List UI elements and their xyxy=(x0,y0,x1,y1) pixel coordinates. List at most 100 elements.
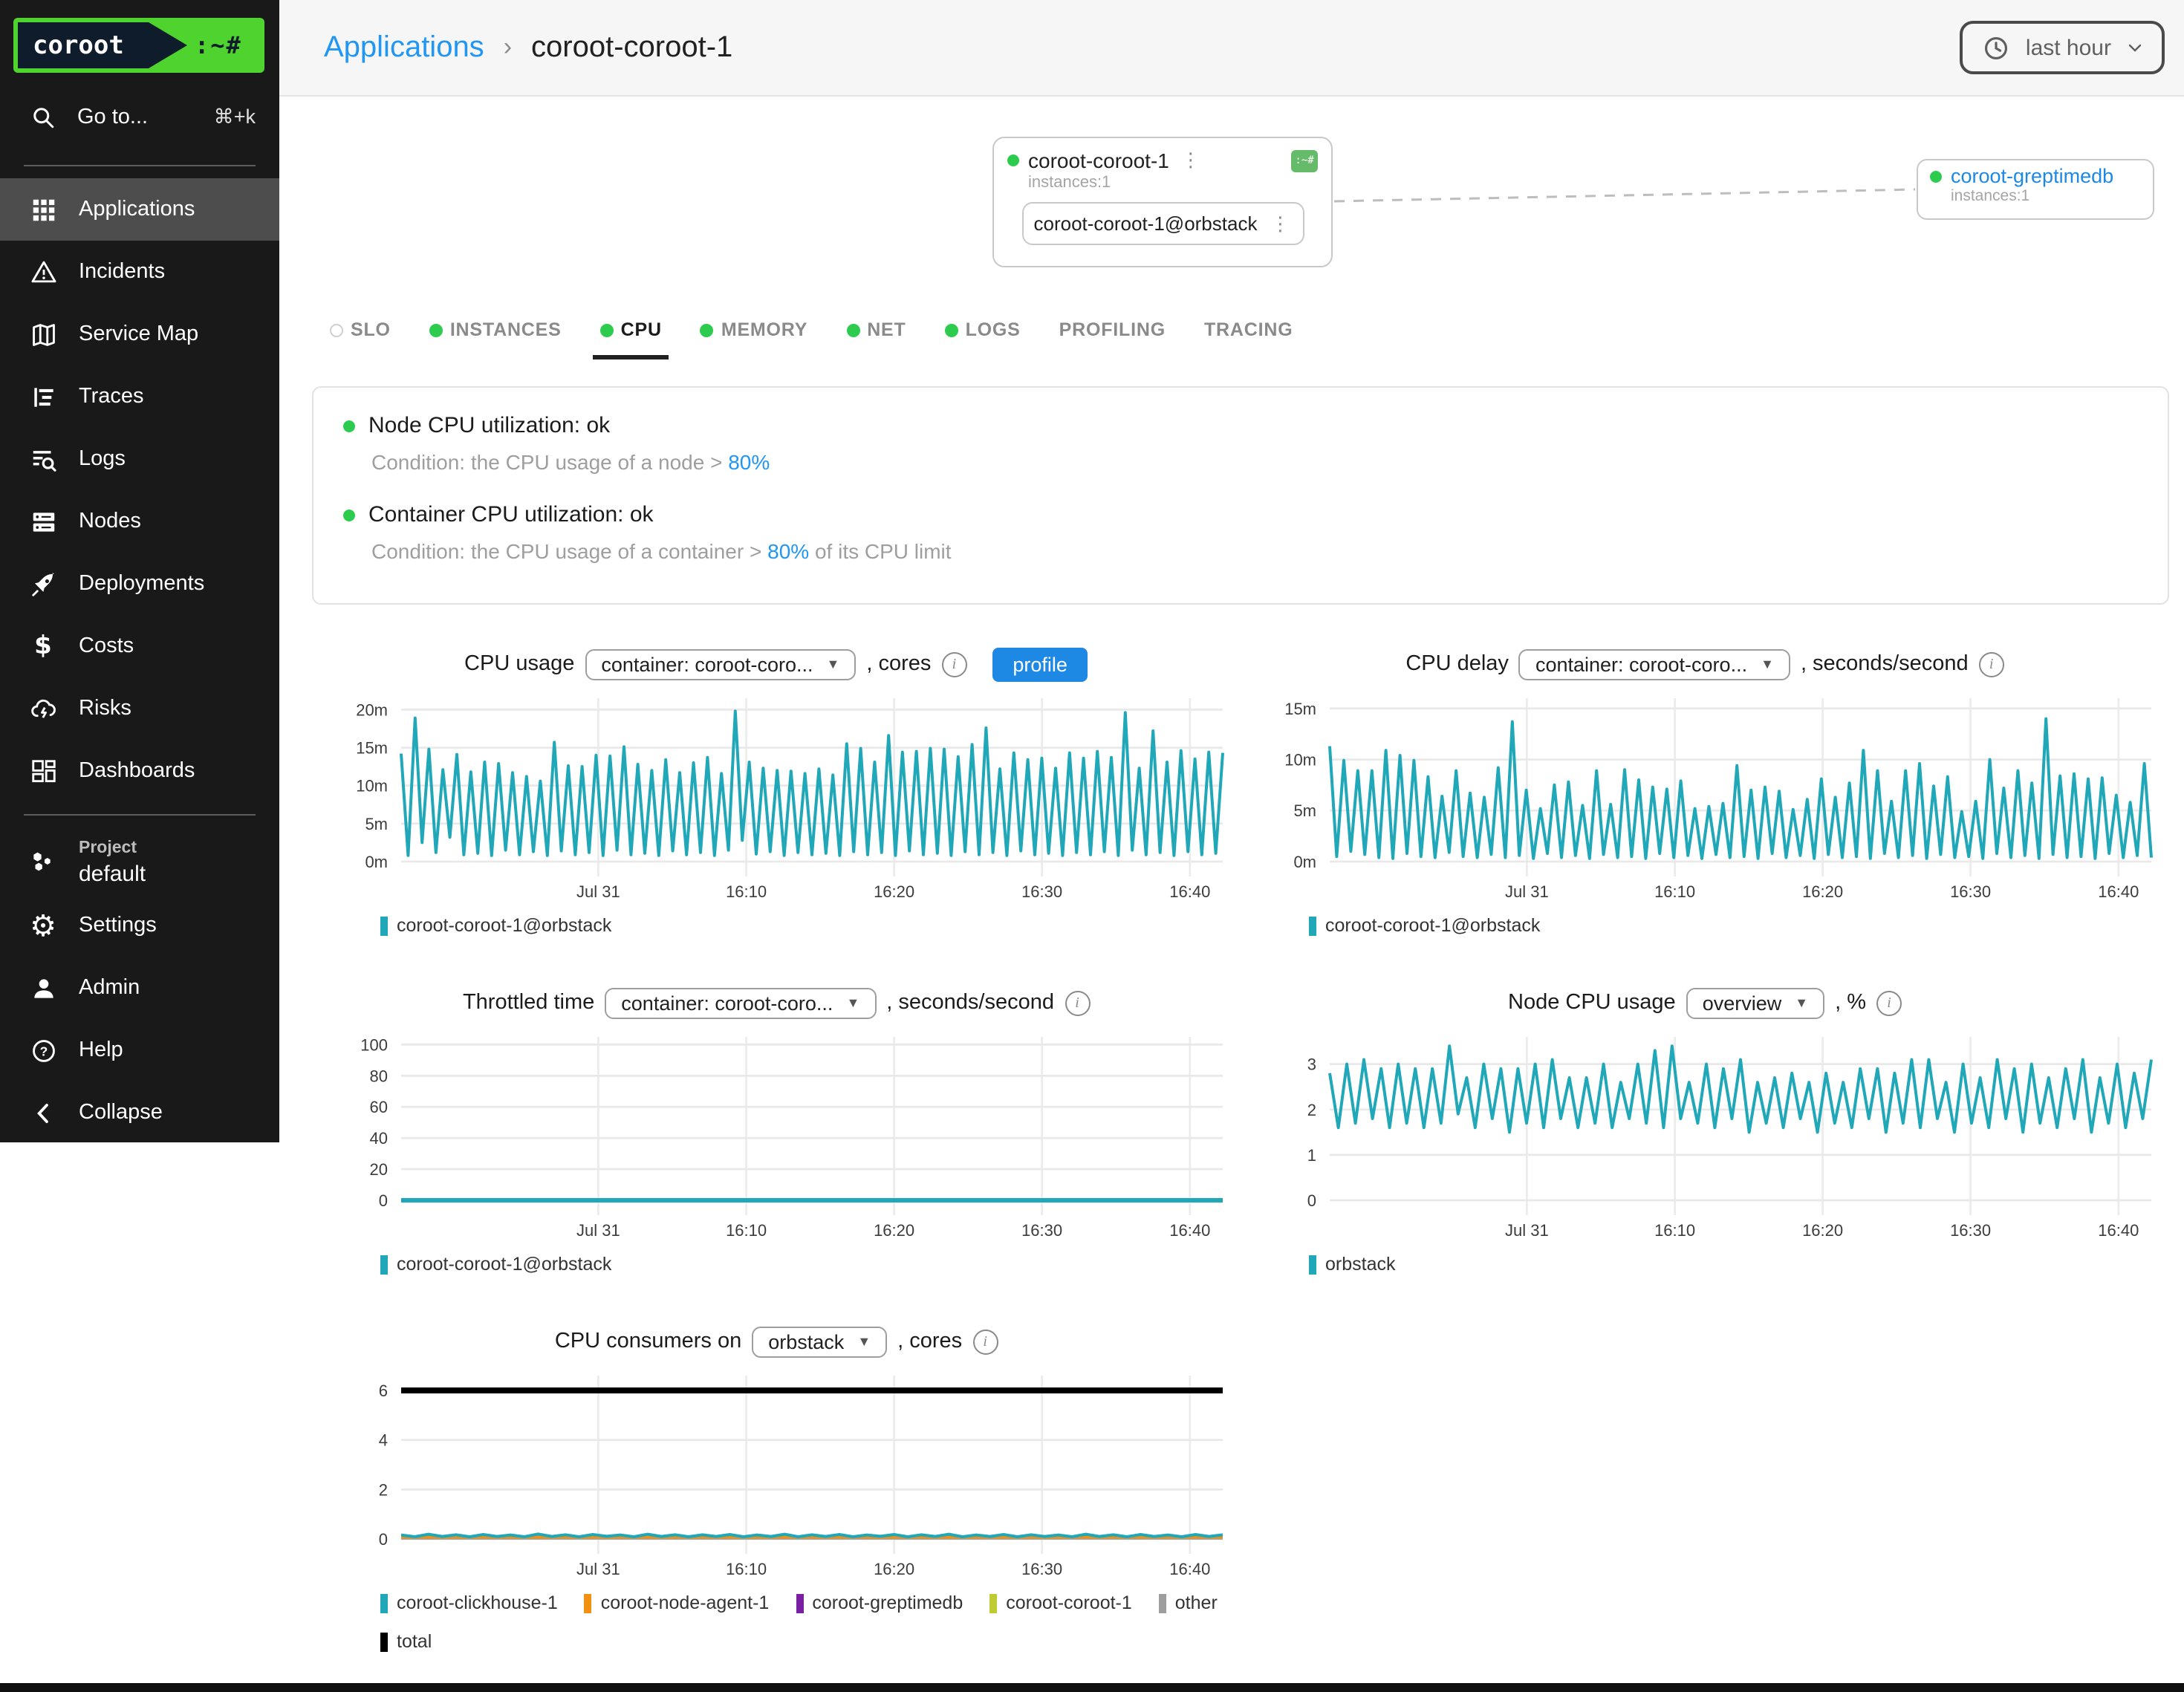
sidebar-item-service-map[interactable]: Service Map xyxy=(0,303,279,365)
tab-slo[interactable]: SLO xyxy=(330,319,391,359)
sidebar-item-label: Applications xyxy=(79,198,195,221)
project-switcher[interactable]: Project default xyxy=(0,827,279,895)
svg-text:16:40: 16:40 xyxy=(1169,882,1210,901)
goto-search[interactable]: Go to... ⌘+k xyxy=(0,73,279,153)
time-range-picker[interactable]: last hour xyxy=(1960,21,2165,74)
chart-plot-cpu-consumers[interactable]: Jul 31 16:10 16:20 16:30 16:40 0 2 4 6 xyxy=(312,1364,1241,1587)
tab-logs[interactable]: LOGS xyxy=(944,319,1021,359)
sidebar-item-admin[interactable]: Admin xyxy=(0,957,279,1020)
sidebar-item-settings[interactable]: ⚙ Settings xyxy=(0,895,279,957)
sidebar-item-incidents[interactable]: Incidents xyxy=(0,241,279,303)
tab-status-dot xyxy=(330,323,343,336)
status-dot xyxy=(343,420,355,432)
chart-plot-node-cpu-usage[interactable]: Jul 31 16:10 16:20 16:30 16:40 0 1 2 3 xyxy=(1241,1025,2169,1248)
svg-text:1: 1 xyxy=(1307,1146,1316,1165)
chart-title-node-cpu-usage: Node CPU usage overview ▼, % i xyxy=(1241,980,2169,1025)
tab-profiling[interactable]: PROFILING xyxy=(1059,319,1166,340)
info-icon[interactable]: i xyxy=(1876,990,1902,1015)
svg-text:?: ? xyxy=(39,1044,48,1058)
svg-text:16:10: 16:10 xyxy=(726,1221,767,1240)
info-icon[interactable]: i xyxy=(941,651,967,677)
tab-tracing[interactable]: TRACING xyxy=(1203,319,1293,340)
breadcrumb-applications-link[interactable]: Applications xyxy=(324,30,484,63)
report-tabs: SLO INSTANCES CPU MEMORY NET LOGS PROFILING TRA… xyxy=(330,319,1293,359)
chart-plot-cpu-delay[interactable]: Jul 31 16:10 16:20 16:30 16:40 0m 5m 10m 15m xyxy=(1241,686,2169,909)
dollar-icon: $ xyxy=(34,631,52,660)
info-icon[interactable]: i xyxy=(1978,651,2004,677)
sidebar-item-traces[interactable]: Traces xyxy=(0,365,279,428)
chart-selector-cpu-delay[interactable]: container: coroot-coro... ▼ xyxy=(1518,648,1790,680)
help-circle-icon: ? xyxy=(28,1036,58,1066)
chart-plot-throttled-time[interactable]: Jul 31 16:10 16:20 16:30 16:40 0 20 40 60 80 100 xyxy=(312,1025,1241,1248)
info-icon[interactable]: i xyxy=(972,1329,998,1354)
svg-text:80: 80 xyxy=(370,1067,388,1085)
legend-item-coroot-coroot-1[interactable]: coroot-coroot-1 xyxy=(989,1592,1132,1613)
chart-title-cpu-consumers: CPU consumers on orbstack ▼, cores i xyxy=(312,1319,1241,1364)
legend-item-other[interactable]: other xyxy=(1158,1592,1218,1613)
chart-selector-throttled-time[interactable]: container: coroot-coro... ▼ xyxy=(605,987,877,1018)
legend-item-coroot-clickhouse-1[interactable]: coroot-clickhouse-1 xyxy=(380,1592,558,1613)
legend-item-coroot-coroot-1-orbstack[interactable]: coroot-coroot-1@orbstack xyxy=(1309,915,1540,936)
sidebar-item-label: Dashboards xyxy=(79,759,195,783)
tab-instances[interactable]: INSTANCES xyxy=(429,319,562,359)
svg-text:0: 0 xyxy=(379,1191,388,1210)
charts-grid: CPU usage container: coroot-coro... ▼, cor… xyxy=(312,642,2169,1652)
tab-cpu[interactable]: CPU xyxy=(592,319,669,359)
legend-item-coroot-greptimedb[interactable]: coroot-greptimedb xyxy=(796,1592,963,1613)
legend-item-total[interactable]: total xyxy=(380,1631,432,1652)
legend-item-coroot-node-agent-1[interactable]: coroot-node-agent-1 xyxy=(584,1592,769,1613)
threshold-link[interactable]: 80% xyxy=(728,450,770,474)
svg-text:2: 2 xyxy=(379,1480,388,1499)
chart-selector-cpu-consumers[interactable]: orbstack ▼ xyxy=(752,1326,888,1357)
warning-triangle-icon xyxy=(28,257,58,287)
tab-status-dot xyxy=(700,323,714,336)
app-card-coroot-coroot-1[interactable]: coroot-coroot-1 ⋮ :~# instances:1 coroot… xyxy=(992,137,1333,267)
legend-item-coroot-coroot-1-orbstack[interactable]: coroot-coroot-1@orbstack xyxy=(380,915,611,936)
svg-text:16:30: 16:30 xyxy=(1021,1221,1062,1240)
svg-text:16:30: 16:30 xyxy=(1950,1221,1991,1240)
tab-net[interactable]: NET xyxy=(846,319,906,359)
chart-selector-node-cpu-usage[interactable]: overview ▼ xyxy=(1686,987,1825,1018)
chart-plot-cpu-usage[interactable]: Jul 31 16:10 16:20 16:30 16:40 0m 5m 10m 15m 20m xyxy=(312,686,1241,909)
coroot-logo[interactable]: coroot :~# xyxy=(13,18,264,73)
chart-selector-cpu-usage[interactable]: container: coroot-coro... ▼ xyxy=(585,648,857,680)
profile-button[interactable]: profile xyxy=(992,647,1088,681)
sidebar-item-nodes[interactable]: Nodes xyxy=(0,490,279,553)
app-card-coroot-greptimedb[interactable]: coroot-greptimedb instances:1 xyxy=(1917,159,2154,220)
svg-text:Jul 31: Jul 31 xyxy=(576,1560,620,1578)
tab-status-dot xyxy=(846,323,860,336)
chevron-down-icon: ▼ xyxy=(857,1334,871,1349)
svg-text:60: 60 xyxy=(370,1098,388,1116)
sidebar-item-help[interactable]: ? Help xyxy=(0,1020,279,1082)
sidebar-item-costs[interactable]: $ Costs xyxy=(0,615,279,677)
info-icon[interactable]: i xyxy=(1065,990,1090,1015)
instance-chip-coroot-coroot-1-orbstack[interactable]: coroot-coroot-1@orbstack ⋮ xyxy=(1022,202,1304,245)
tab-memory[interactable]: MEMORY xyxy=(700,319,807,359)
db-card-title-link[interactable]: coroot-greptimedb xyxy=(1951,165,2114,187)
chart-throttled-time: Throttled time container: coroot-coro... ▼… xyxy=(312,980,1241,1275)
chart-title-cpu-usage: CPU usage container: coroot-coro... ▼, cor… xyxy=(312,642,1241,686)
svg-text:40: 40 xyxy=(370,1129,388,1148)
sidebar-item-dashboards[interactable]: Dashboards xyxy=(0,740,279,802)
sidebar-item-logs[interactable]: Logs xyxy=(0,428,279,490)
legend-color-mark xyxy=(380,1255,388,1274)
svg-text:15m: 15m xyxy=(1284,700,1316,718)
threshold-link[interactable]: 80% xyxy=(767,539,810,563)
breadcrumb-current-page: coroot-coroot-1 xyxy=(531,30,733,63)
svg-text:20: 20 xyxy=(370,1160,388,1179)
svg-text:100: 100 xyxy=(360,1035,388,1054)
chart-title-cpu-delay: CPU delay container: coroot-coro... ▼, sec… xyxy=(1241,642,2169,686)
sidebar-item-deployments[interactable]: Deployments xyxy=(0,553,279,615)
sidebar-item-risks[interactable]: Risks xyxy=(0,677,279,740)
apps-grid-icon xyxy=(28,195,58,224)
legend-item-orbstack[interactable]: orbstack xyxy=(1309,1254,1396,1275)
svg-text:Jul 31: Jul 31 xyxy=(1505,882,1549,901)
legend-item-coroot-coroot-1-orbstack[interactable]: coroot-coroot-1@orbstack xyxy=(380,1254,611,1275)
kebab-menu-icon[interactable]: ⋮ xyxy=(1180,149,1200,171)
sidebar-item-applications[interactable]: Applications xyxy=(0,178,279,241)
db-card-instances: instances:1 xyxy=(1951,187,2030,205)
coroot-badge: :~# xyxy=(1291,149,1318,172)
time-range-value: last hour xyxy=(2025,35,2111,60)
kebab-menu-icon[interactable]: ⋮ xyxy=(1270,212,1290,234)
sidebar-item-collapse[interactable]: Collapse xyxy=(0,1082,279,1145)
